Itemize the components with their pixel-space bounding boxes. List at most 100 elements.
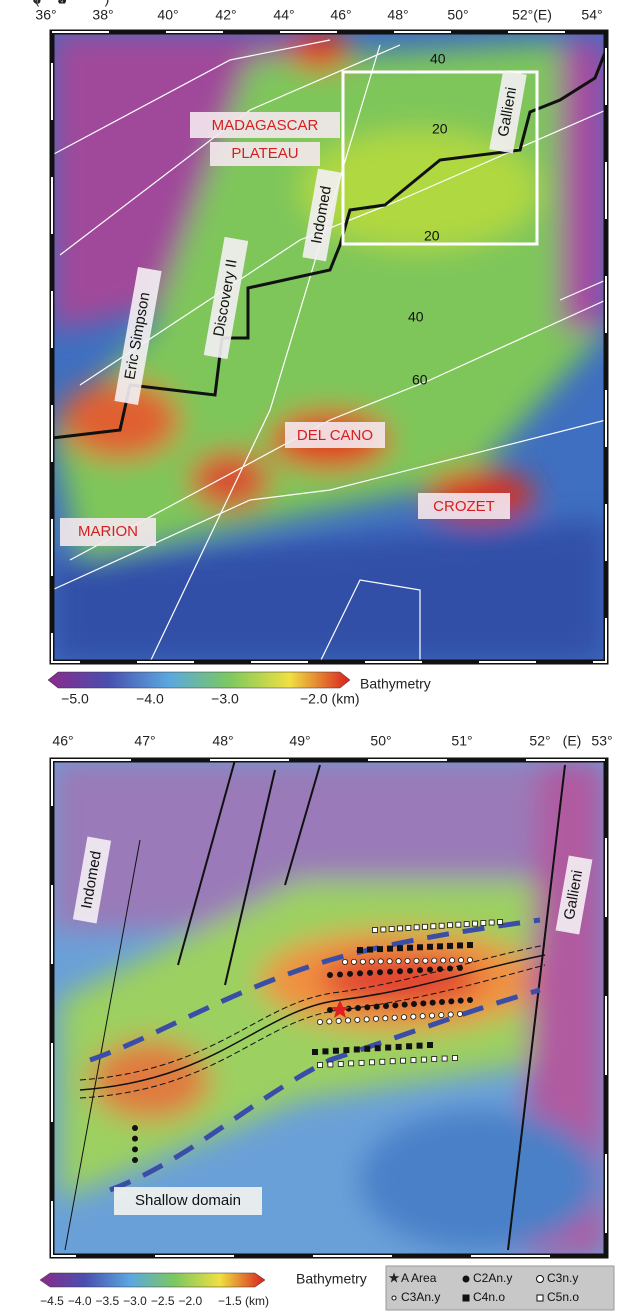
symbol [327, 972, 333, 978]
x-tick-label: 44° [273, 7, 294, 23]
contour-label: 20 [424, 228, 440, 244]
symbol [312, 1049, 318, 1055]
symbol [364, 1017, 369, 1022]
colorbar-title: Bathymetry [360, 676, 431, 692]
legend-label: C4n.o [473, 1290, 505, 1304]
symbol [457, 965, 463, 971]
symbol [398, 926, 403, 931]
symbol [381, 927, 386, 932]
symbol [336, 1018, 341, 1023]
symbol [342, 959, 347, 964]
x-tick-label: 49° [289, 733, 310, 749]
symbol [427, 1042, 433, 1048]
legend-label: C3An.y [401, 1290, 440, 1304]
colorbar-tick-label: −4.0 [68, 1294, 92, 1308]
colorbar-tick-label: −4.5 [40, 1294, 64, 1308]
symbol [392, 1002, 398, 1008]
symbol [380, 1059, 385, 1064]
colorbar-tick-label: −3.0 [211, 691, 239, 707]
symbol [401, 1058, 406, 1063]
colorbar-title: Bathymetry [296, 1271, 367, 1287]
symbol [387, 969, 393, 975]
x-tick-label: 46° [330, 7, 351, 23]
symbol [132, 1157, 138, 1163]
symbol [481, 921, 486, 926]
legend-symbol [463, 1295, 470, 1302]
symbol [467, 957, 472, 962]
symbol [448, 998, 454, 1004]
symbol [351, 959, 356, 964]
symbol [383, 1003, 389, 1009]
symbol [402, 1002, 408, 1008]
x-tick-label: 40° [157, 7, 178, 23]
symbol [417, 944, 423, 950]
symbol [383, 1016, 388, 1021]
symbol [421, 1057, 426, 1062]
x-tick-label: 48° [212, 733, 233, 749]
symbol [364, 1046, 370, 1052]
symbol [349, 1061, 354, 1066]
contour-label: 40 [408, 309, 424, 325]
symbol [467, 997, 473, 1003]
symbol [473, 921, 478, 926]
symbol [318, 1063, 323, 1068]
x-tick-label: 50° [447, 7, 468, 23]
x-tick-label: 38° [92, 7, 113, 23]
y-tick-label: 50° [33, 0, 110, 7]
symbol [373, 1016, 378, 1021]
legend-label: C5n.o [547, 1290, 579, 1304]
colorbar-tick-label: −3.0 [123, 1294, 147, 1308]
symbol [397, 945, 403, 951]
symbol [396, 959, 401, 964]
region-label: MARION [78, 523, 138, 540]
colorbar-tick-label: −2.0 [178, 1294, 202, 1308]
symbol [411, 1058, 416, 1063]
symbol [345, 1018, 350, 1023]
symbol [467, 942, 473, 948]
symbol [430, 1000, 436, 1006]
x-tick-label: 36° [35, 7, 56, 23]
symbol [423, 958, 428, 963]
region-label: PLATEAU [231, 145, 298, 162]
symbol [458, 958, 463, 963]
symbol [337, 971, 343, 977]
symbol [498, 920, 503, 925]
symbol [427, 967, 433, 973]
contour-label: 20 [432, 121, 448, 137]
y-tick-label: (S) [35, 0, 110, 7]
symbol [396, 1044, 402, 1050]
symbol [377, 969, 383, 975]
y-tick-label: 42° [33, 0, 110, 7]
legend-label: C3n.y [547, 1271, 578, 1285]
symbol [420, 1000, 426, 1006]
legend-symbol [392, 1296, 396, 1300]
legend-label: A Area [401, 1271, 437, 1285]
x-tick-label: 50° [370, 733, 391, 749]
symbol [420, 1014, 425, 1019]
symbol [432, 1057, 437, 1062]
symbol [437, 966, 443, 972]
y-tick-label: 34° [33, 0, 110, 7]
x-tick-label: 52°(E) [512, 7, 552, 23]
symbol [327, 1019, 332, 1024]
symbol [411, 1001, 417, 1007]
colorbar-tick-label: −2.0 (km) [300, 691, 360, 707]
symbol [448, 1012, 453, 1017]
symbol [343, 1047, 349, 1053]
symbol [367, 970, 373, 976]
symbol [439, 999, 445, 1005]
symbol [328, 1062, 333, 1067]
symbol [429, 1013, 434, 1018]
symbol [441, 958, 446, 963]
symbol [389, 926, 394, 931]
x-tick-label: 54° [581, 7, 602, 23]
legend-symbol [537, 1276, 544, 1283]
contour-label: 40 [430, 51, 446, 67]
colorbar-tick-label: −5.0 [61, 691, 89, 707]
symbol [427, 944, 433, 950]
symbol [448, 923, 453, 928]
bottom-map [52, 760, 606, 1256]
symbol [390, 1059, 395, 1064]
symbol [357, 947, 363, 953]
symbol [375, 1045, 381, 1051]
